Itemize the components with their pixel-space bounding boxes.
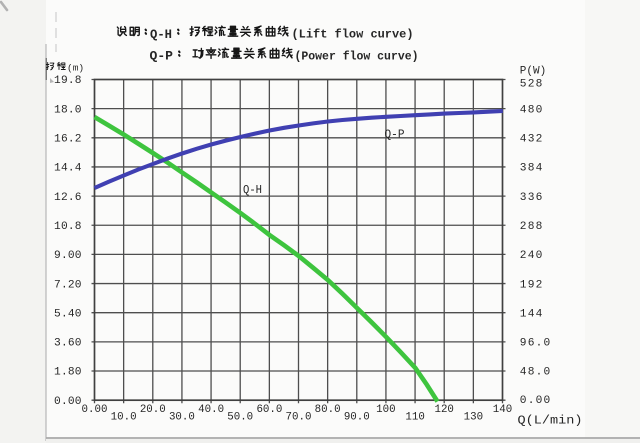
svg-text:48.0: 48.0 <box>520 367 552 379</box>
svg-text:100: 100 <box>376 404 395 416</box>
svg-text:120: 120 <box>434 404 453 416</box>
svg-text:1.80: 1.80 <box>54 367 82 379</box>
svg-text:110: 110 <box>405 411 424 423</box>
svg-text:50.0: 50.0 <box>227 411 253 423</box>
svg-text:P(W): P(W) <box>520 66 546 78</box>
svg-text:12.6: 12.6 <box>54 192 82 204</box>
svg-text:480: 480 <box>520 104 544 116</box>
svg-text:10.0: 10.0 <box>111 411 137 423</box>
svg-text:40.0: 40.0 <box>198 404 224 416</box>
svg-text:Q(L/min): Q(L/min) <box>518 415 583 428</box>
svg-text:192: 192 <box>520 279 544 291</box>
svg-text:90.0: 90.0 <box>344 411 370 423</box>
svg-text:140: 140 <box>493 404 512 416</box>
svg-text:5.40: 5.40 <box>54 308 82 320</box>
svg-text:(Lift flow curve): (Lift flow curve) <box>292 28 414 42</box>
svg-text:60.0: 60.0 <box>256 404 282 416</box>
svg-text:288: 288 <box>520 221 544 233</box>
svg-text:0.00: 0.00 <box>54 396 82 408</box>
svg-text:18.0: 18.0 <box>54 104 82 116</box>
svg-text:96.0: 96.0 <box>520 338 552 350</box>
svg-text:(m): (m) <box>67 63 84 74</box>
svg-text:19.8: 19.8 <box>54 75 82 87</box>
svg-text:30.0: 30.0 <box>169 411 195 423</box>
svg-text:432: 432 <box>520 134 544 146</box>
svg-text:130: 130 <box>464 411 483 423</box>
svg-text:7.20: 7.20 <box>54 279 82 291</box>
svg-text:(Power flow curve): (Power flow curve) <box>295 49 419 63</box>
svg-text:384: 384 <box>520 163 544 175</box>
svg-text:0.00: 0.00 <box>520 395 552 407</box>
svg-text:144: 144 <box>520 308 544 320</box>
svg-text:528: 528 <box>520 79 544 91</box>
svg-text:336: 336 <box>520 192 544 204</box>
svg-text:Q-H: Q-H <box>150 28 172 42</box>
svg-text:9.00: 9.00 <box>54 250 82 262</box>
svg-text:20.0: 20.0 <box>140 404 166 416</box>
svg-text:0.00: 0.00 <box>82 404 108 416</box>
svg-text:Q-P: Q-P <box>385 129 405 142</box>
svg-text:240: 240 <box>520 250 544 262</box>
svg-text:70.0: 70.0 <box>286 411 312 423</box>
svg-text:10.8: 10.8 <box>54 221 82 233</box>
svg-text:14.4: 14.4 <box>54 163 82 175</box>
svg-text:Q-P: Q-P <box>150 50 174 64</box>
svg-text:3.60: 3.60 <box>54 338 82 350</box>
svg-text:Q-H: Q-H <box>243 184 262 197</box>
svg-text:80.0: 80.0 <box>315 404 341 416</box>
svg-text:16.2: 16.2 <box>54 134 82 146</box>
